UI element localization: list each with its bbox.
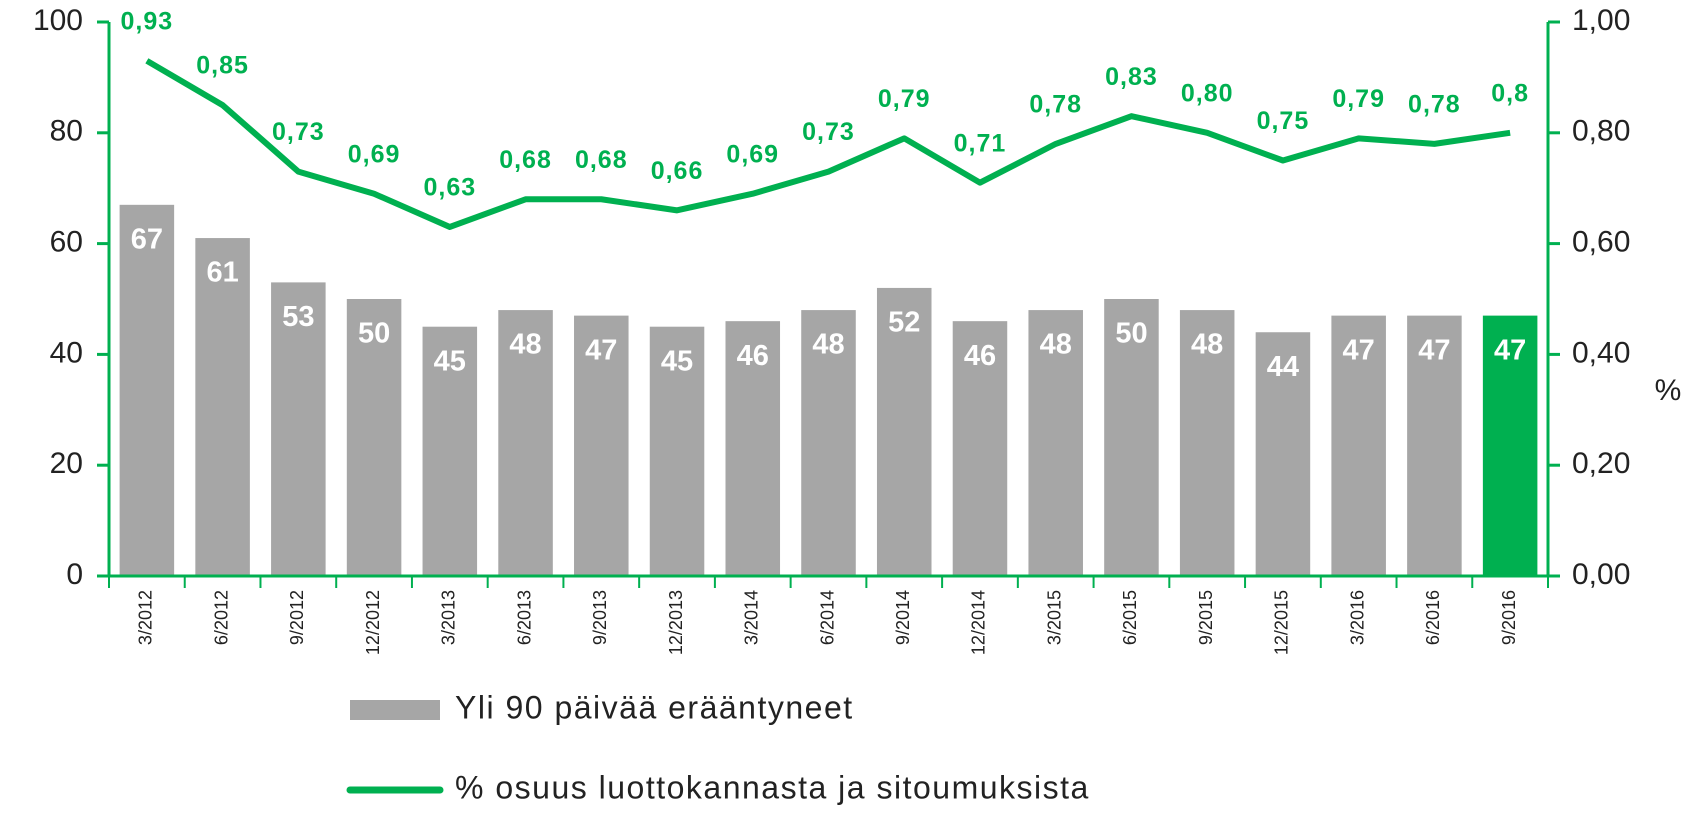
y-tick-label: 80	[50, 115, 83, 148]
y-tick-label: 20	[50, 447, 83, 480]
bar	[1028, 310, 1083, 576]
bar	[574, 315, 629, 576]
line	[145, 58, 1511, 230]
line-value-label: 0,8	[1491, 79, 1529, 107]
bar-value-label: 52	[888, 307, 920, 339]
x-tick-label: 3/2012	[136, 590, 156, 645]
line-value-label: 0,85	[196, 52, 249, 80]
y2-tick-label: 0,00	[1572, 558, 1630, 591]
line-value-label: 0,66	[651, 157, 704, 185]
line-value-label: 0,93	[121, 7, 174, 35]
bar	[649, 326, 705, 576]
bar-value-label: 67	[131, 223, 163, 255]
x-tick-label: 6/2015	[1120, 590, 1140, 645]
x-tick-label: 9/2015	[1196, 590, 1216, 645]
x-tick-label: 3/2015	[1044, 590, 1064, 645]
bar	[1179, 310, 1235, 576]
legend-swatch	[350, 700, 440, 720]
line-value-label: 0,75	[1257, 107, 1310, 135]
bar-value-label: 48	[812, 329, 844, 361]
bar-value-label: 50	[358, 318, 390, 350]
bar	[1407, 315, 1462, 576]
line-value-label: 0,79	[878, 85, 931, 113]
bar-value-label: 48	[509, 329, 541, 361]
bar-value-label: 61	[206, 257, 238, 289]
y-tick-label: 100	[33, 4, 83, 37]
line-value-label: 0,79	[1332, 85, 1385, 113]
x-tick-label: 6/2013	[514, 590, 534, 645]
line-value-label: 0,71	[954, 129, 1007, 157]
line-value-label: 0,78	[1408, 90, 1461, 118]
x-tick-label: 12/2015	[1272, 590, 1292, 655]
bar	[422, 326, 478, 576]
legend-label: Yli 90 päivää erääntyneet	[455, 689, 854, 725]
bar	[952, 321, 1008, 576]
bar-value-label: 47	[1343, 334, 1375, 366]
x-tick-label: 12/2013	[666, 590, 686, 655]
line-value-label: 0,78	[1029, 90, 1082, 118]
line-value-label: 0,73	[802, 118, 855, 146]
line-value-label: 0,80	[1181, 79, 1234, 107]
bar-value-label: 48	[1040, 329, 1072, 361]
y2-tick-label: 1,00	[1572, 4, 1630, 37]
line-value-label: 0,83	[1105, 63, 1158, 91]
x-tick-label: 12/2012	[363, 590, 383, 655]
y2-tick-label: 0,20	[1572, 447, 1630, 480]
x-tick-label: 3/2014	[742, 590, 762, 645]
bar	[498, 310, 553, 576]
y-tick-label: 60	[50, 226, 83, 259]
y-tick-label: 40	[50, 336, 83, 369]
line-value-label: 0,73	[272, 118, 325, 146]
bar-value-label: 47	[585, 334, 617, 366]
line-value-label: 0,68	[499, 146, 552, 174]
bar	[119, 204, 175, 576]
bar	[876, 287, 932, 576]
bar	[801, 310, 856, 576]
y-tick-label: 0	[66, 558, 83, 591]
x-tick-label: 6/2016	[1423, 590, 1443, 645]
line-value-label: 0,68	[575, 146, 628, 174]
line-value-label: 0,69	[348, 140, 401, 168]
line-value-label: 0,63	[423, 174, 476, 202]
bar-value-label: 46	[737, 340, 769, 372]
bar	[195, 238, 250, 576]
y2-tick-label: 0,80	[1572, 115, 1630, 148]
bar	[271, 282, 326, 576]
bar-value-label: 44	[1267, 351, 1299, 383]
bar-value-label: 48	[1191, 329, 1223, 361]
bar	[346, 299, 402, 576]
x-tick-label: 9/2014	[893, 590, 913, 645]
bar-value-label: 45	[434, 345, 466, 377]
x-tick-label: 6/2014	[817, 590, 837, 645]
x-tick-label: 9/2012	[287, 590, 307, 645]
line-value-label: 0,69	[726, 140, 779, 168]
bar	[725, 321, 781, 576]
y2-axis-label: %	[1655, 374, 1682, 407]
bar	[1104, 299, 1159, 576]
x-tick-label: 3/2016	[1347, 590, 1367, 645]
bar-value-label: 53	[282, 301, 314, 333]
bar-value-label: 50	[1115, 318, 1147, 350]
bar	[1255, 332, 1311, 576]
bar-value-label: 45	[661, 345, 693, 377]
y2-tick-label: 0,40	[1572, 336, 1630, 369]
x-tick-label: 12/2014	[969, 590, 989, 655]
legend-label: % osuus luottokannasta ja sitoumuksista	[455, 769, 1090, 805]
x-tick-label: 9/2016	[1499, 590, 1519, 645]
bar	[1331, 315, 1386, 576]
bar	[1482, 315, 1538, 576]
y2-tick-label: 0,60	[1572, 226, 1630, 259]
bar-value-label: 47	[1494, 334, 1526, 366]
x-tick-label: 9/2013	[590, 590, 610, 645]
x-tick-label: 6/2012	[211, 590, 231, 645]
bar-value-label: 47	[1418, 334, 1450, 366]
x-tick-label: 3/2013	[439, 590, 459, 645]
bar-value-label: 46	[964, 340, 996, 372]
